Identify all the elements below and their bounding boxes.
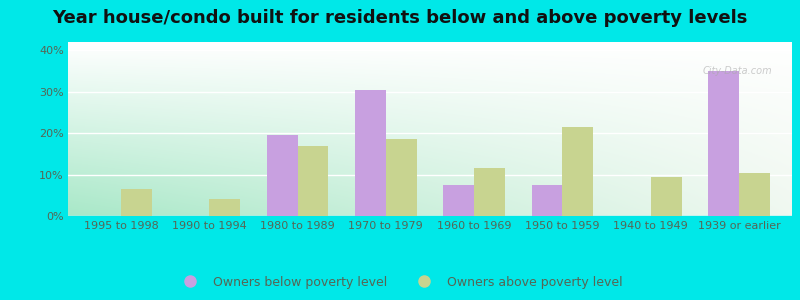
- Bar: [474, 168, 505, 216]
- Bar: [708, 71, 739, 216]
- Bar: [443, 185, 474, 216]
- Bar: [355, 90, 386, 216]
- Legend: Owners below poverty level, Owners above poverty level: Owners below poverty level, Owners above…: [173, 271, 627, 294]
- Bar: [121, 189, 152, 216]
- Text: City-Data.com: City-Data.com: [702, 66, 772, 76]
- Bar: [298, 146, 329, 216]
- Bar: [266, 135, 298, 216]
- Bar: [210, 200, 240, 216]
- Bar: [650, 177, 682, 216]
- Text: Year house/condo built for residents below and above poverty levels: Year house/condo built for residents bel…: [52, 9, 748, 27]
- Bar: [739, 172, 770, 216]
- Bar: [531, 185, 562, 216]
- Bar: [562, 127, 594, 216]
- Bar: [386, 140, 417, 216]
